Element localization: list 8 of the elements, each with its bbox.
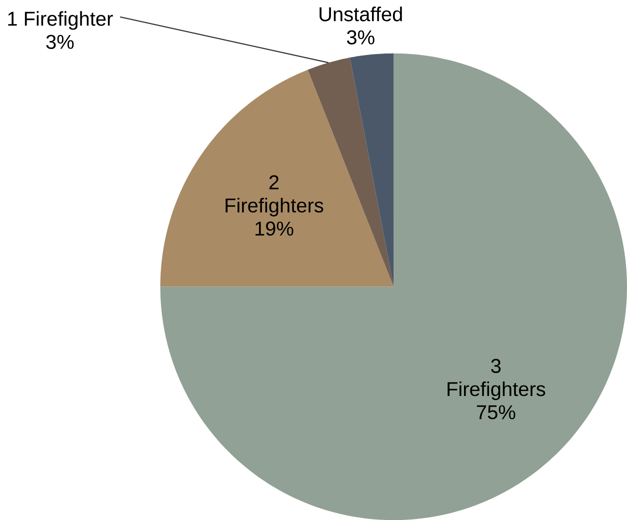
data-label: 3% [46,34,74,49]
slice-label: Unstaffed [320,6,402,22]
data-label: 19% [256,221,294,236]
slice-label: 2 Firefighters [226,175,324,216]
slice-label: 3 Firefighters [448,358,546,400]
slice-label: 1 Firefighter [8,11,113,30]
data-label: 75% [476,405,516,420]
data-label: 3% [346,30,374,44]
